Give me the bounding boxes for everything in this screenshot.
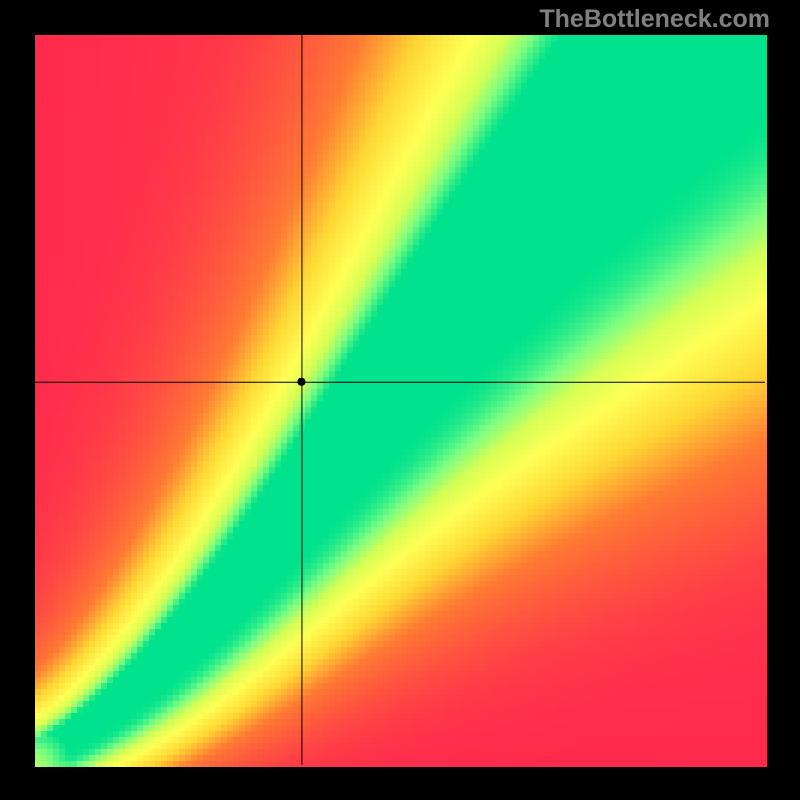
heatmap-canvas bbox=[0, 0, 800, 800]
watermark-text: TheBottleneck.com bbox=[539, 5, 770, 34]
chart-container: TheBottleneck.com bbox=[0, 0, 800, 800]
